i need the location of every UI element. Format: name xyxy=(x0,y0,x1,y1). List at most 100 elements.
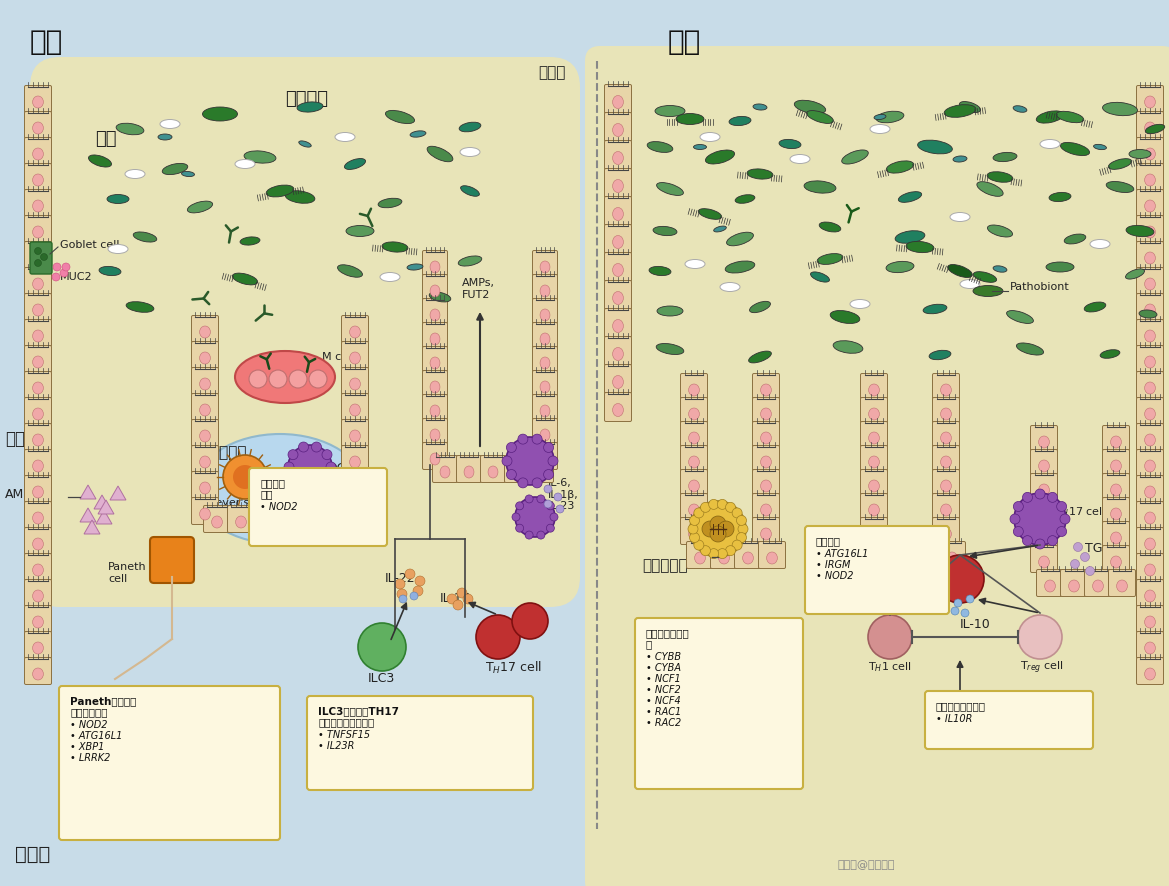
Ellipse shape xyxy=(430,309,440,322)
Ellipse shape xyxy=(748,352,772,363)
Text: T$_H$1 cell: T$_H$1 cell xyxy=(869,659,912,673)
FancyBboxPatch shape xyxy=(251,506,278,532)
Ellipse shape xyxy=(346,226,374,237)
Text: 固有层: 固有层 xyxy=(15,844,50,863)
Ellipse shape xyxy=(1144,590,1155,602)
Text: • IL23R: • IL23R xyxy=(318,740,354,750)
FancyBboxPatch shape xyxy=(433,456,457,483)
FancyBboxPatch shape xyxy=(25,398,51,425)
Ellipse shape xyxy=(1144,97,1155,109)
FancyBboxPatch shape xyxy=(1136,320,1163,347)
FancyBboxPatch shape xyxy=(422,443,448,470)
FancyBboxPatch shape xyxy=(860,422,887,449)
Ellipse shape xyxy=(761,432,772,445)
FancyBboxPatch shape xyxy=(933,374,960,401)
Ellipse shape xyxy=(125,170,145,179)
Ellipse shape xyxy=(767,552,777,564)
Ellipse shape xyxy=(830,311,860,324)
Ellipse shape xyxy=(941,408,952,421)
Polygon shape xyxy=(79,509,96,523)
FancyBboxPatch shape xyxy=(533,299,558,326)
Ellipse shape xyxy=(540,358,549,369)
Ellipse shape xyxy=(1144,668,1155,680)
FancyBboxPatch shape xyxy=(25,657,51,685)
FancyBboxPatch shape xyxy=(1136,372,1163,399)
Ellipse shape xyxy=(350,431,360,442)
Ellipse shape xyxy=(430,285,440,298)
Ellipse shape xyxy=(727,233,754,246)
Circle shape xyxy=(506,470,517,480)
FancyBboxPatch shape xyxy=(533,347,558,374)
Circle shape xyxy=(736,516,747,526)
Ellipse shape xyxy=(869,408,879,421)
Ellipse shape xyxy=(240,237,260,245)
Ellipse shape xyxy=(195,434,365,544)
Ellipse shape xyxy=(410,132,426,138)
Text: Paneth
cell: Paneth cell xyxy=(108,562,146,583)
Ellipse shape xyxy=(1036,112,1064,124)
FancyBboxPatch shape xyxy=(276,506,303,532)
Ellipse shape xyxy=(761,504,772,517)
Circle shape xyxy=(410,593,419,601)
Ellipse shape xyxy=(1144,149,1155,161)
Ellipse shape xyxy=(33,408,43,421)
FancyBboxPatch shape xyxy=(759,542,786,569)
FancyBboxPatch shape xyxy=(1136,424,1163,451)
Ellipse shape xyxy=(380,273,400,282)
Ellipse shape xyxy=(338,266,362,278)
Ellipse shape xyxy=(540,285,549,298)
Ellipse shape xyxy=(200,353,210,364)
FancyBboxPatch shape xyxy=(860,494,887,521)
Circle shape xyxy=(694,540,704,550)
Circle shape xyxy=(415,577,426,587)
Ellipse shape xyxy=(1046,263,1074,273)
Ellipse shape xyxy=(512,466,521,478)
Circle shape xyxy=(546,502,554,510)
FancyBboxPatch shape xyxy=(25,87,51,113)
Ellipse shape xyxy=(1084,303,1106,313)
FancyBboxPatch shape xyxy=(1031,546,1058,573)
Ellipse shape xyxy=(613,208,623,222)
Ellipse shape xyxy=(33,434,43,447)
Circle shape xyxy=(549,513,558,522)
FancyBboxPatch shape xyxy=(422,323,448,350)
Text: TGFβ: TGFβ xyxy=(1085,541,1118,555)
Ellipse shape xyxy=(33,590,43,602)
Ellipse shape xyxy=(133,233,157,243)
Text: T$_H$17 cell: T$_H$17 cell xyxy=(1054,504,1106,518)
Ellipse shape xyxy=(378,199,402,208)
FancyBboxPatch shape xyxy=(635,618,803,789)
Ellipse shape xyxy=(430,430,440,441)
FancyBboxPatch shape xyxy=(25,554,51,581)
FancyBboxPatch shape xyxy=(860,398,887,425)
Ellipse shape xyxy=(540,334,549,346)
Ellipse shape xyxy=(350,483,360,494)
Circle shape xyxy=(311,442,321,453)
Circle shape xyxy=(690,501,746,557)
Text: IL-6,
IL-1β,
IL-23: IL-6, IL-1β, IL-23 xyxy=(548,478,579,510)
FancyBboxPatch shape xyxy=(914,542,941,569)
Ellipse shape xyxy=(1093,580,1104,593)
Circle shape xyxy=(718,549,727,559)
Ellipse shape xyxy=(1144,564,1155,577)
Ellipse shape xyxy=(874,552,885,564)
Ellipse shape xyxy=(200,431,210,442)
Ellipse shape xyxy=(794,101,825,114)
Ellipse shape xyxy=(1144,123,1155,135)
Ellipse shape xyxy=(906,242,934,253)
Ellipse shape xyxy=(948,265,973,278)
Text: AMPs: AMPs xyxy=(5,487,39,501)
Ellipse shape xyxy=(386,112,415,124)
FancyBboxPatch shape xyxy=(192,498,219,525)
Ellipse shape xyxy=(804,182,836,194)
FancyBboxPatch shape xyxy=(25,372,51,399)
Ellipse shape xyxy=(729,117,750,127)
FancyBboxPatch shape xyxy=(1136,268,1163,295)
Ellipse shape xyxy=(1144,305,1155,316)
FancyBboxPatch shape xyxy=(604,365,631,394)
Ellipse shape xyxy=(973,286,1003,297)
Ellipse shape xyxy=(1111,532,1121,544)
Ellipse shape xyxy=(126,302,154,313)
Ellipse shape xyxy=(285,191,314,204)
Circle shape xyxy=(399,595,407,603)
